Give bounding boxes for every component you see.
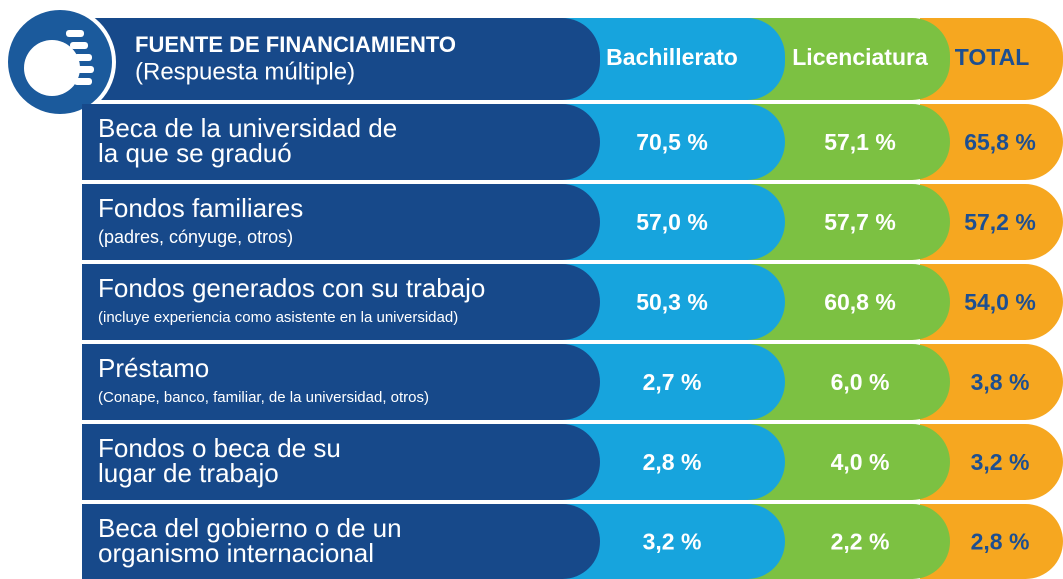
row-cell [920, 264, 1063, 340]
header-cell [920, 18, 1063, 100]
value: 50,3 % [636, 289, 708, 315]
row-cell [740, 104, 950, 180]
row-cell [560, 424, 785, 500]
row-label-cell [82, 504, 600, 579]
value: 6,0 % [831, 369, 890, 395]
row-note: (padres, cónyuge, otros) [98, 227, 293, 247]
value: 57,0 % [636, 209, 708, 235]
header-label-cell [40, 18, 600, 100]
column-header: Bachillerato [606, 44, 738, 70]
icon-inner [24, 40, 80, 96]
icon-bar [74, 54, 92, 61]
row-label-cell [82, 264, 600, 340]
row-cell [920, 424, 1063, 500]
value: 57,7 % [824, 209, 896, 235]
value: 70,5 % [636, 129, 708, 155]
row-cell [560, 264, 785, 340]
header-cell [740, 18, 950, 100]
icon-bar [74, 78, 92, 85]
row-cell [920, 344, 1063, 420]
icon-bar [76, 66, 94, 73]
icon-bar [70, 42, 88, 49]
icon-bar [66, 30, 84, 37]
row-cell [560, 104, 785, 180]
row-cell [740, 504, 950, 579]
value: 57,2 % [964, 209, 1036, 235]
row-cell [920, 104, 1063, 180]
row-cell [740, 184, 950, 260]
row-cell [560, 344, 785, 420]
header-title: FUENTE DE FINANCIAMIENTO [135, 32, 456, 57]
row-label: Fondos familiares [98, 193, 303, 223]
row-label: Beca del gobierno o de un [98, 513, 402, 543]
value: 60,8 % [824, 289, 896, 315]
row-note: (incluye experiencia como asistente en l… [98, 309, 458, 326]
row-cell [740, 424, 950, 500]
row-label-cell [82, 344, 600, 420]
value: 2,8 % [643, 449, 702, 475]
row-cell [560, 504, 785, 579]
row-label: lugar de trabajo [98, 458, 279, 488]
row-label: Fondos generados con su trabajo [98, 273, 485, 303]
row-label-cell [82, 104, 600, 180]
value: 2,2 % [831, 529, 890, 555]
row-label-cell [82, 424, 600, 500]
value: 2,8 % [971, 529, 1030, 555]
value: 2,7 % [643, 369, 702, 395]
header-cell [560, 18, 785, 100]
row-label: Beca de la universidad de [98, 113, 397, 143]
value: 3,2 % [971, 449, 1030, 475]
row-label: Fondos o beca de su [98, 433, 341, 463]
row-cell [920, 504, 1063, 579]
value: 4,0 % [831, 449, 890, 475]
column-header: Licenciatura [792, 44, 928, 70]
column-header: TOTAL [955, 44, 1030, 70]
row-label: organismo internacional [98, 538, 374, 568]
value: 3,2 % [643, 529, 702, 555]
row-label-cell [82, 184, 600, 260]
row-label: la que se graduó [98, 138, 292, 168]
row-cell [740, 344, 950, 420]
value: 3,8 % [971, 369, 1030, 395]
row-note: (Conape, banco, familiar, de la universi… [98, 389, 429, 406]
value: 57,1 % [824, 129, 896, 155]
row-cell [920, 184, 1063, 260]
header-subtitle: (Respuesta múltiple) [135, 58, 355, 85]
row-cell [560, 184, 785, 260]
row-label: Préstamo [98, 353, 209, 383]
value: 65,8 % [964, 129, 1036, 155]
value: 54,0 % [964, 289, 1036, 315]
row-cell [740, 264, 950, 340]
